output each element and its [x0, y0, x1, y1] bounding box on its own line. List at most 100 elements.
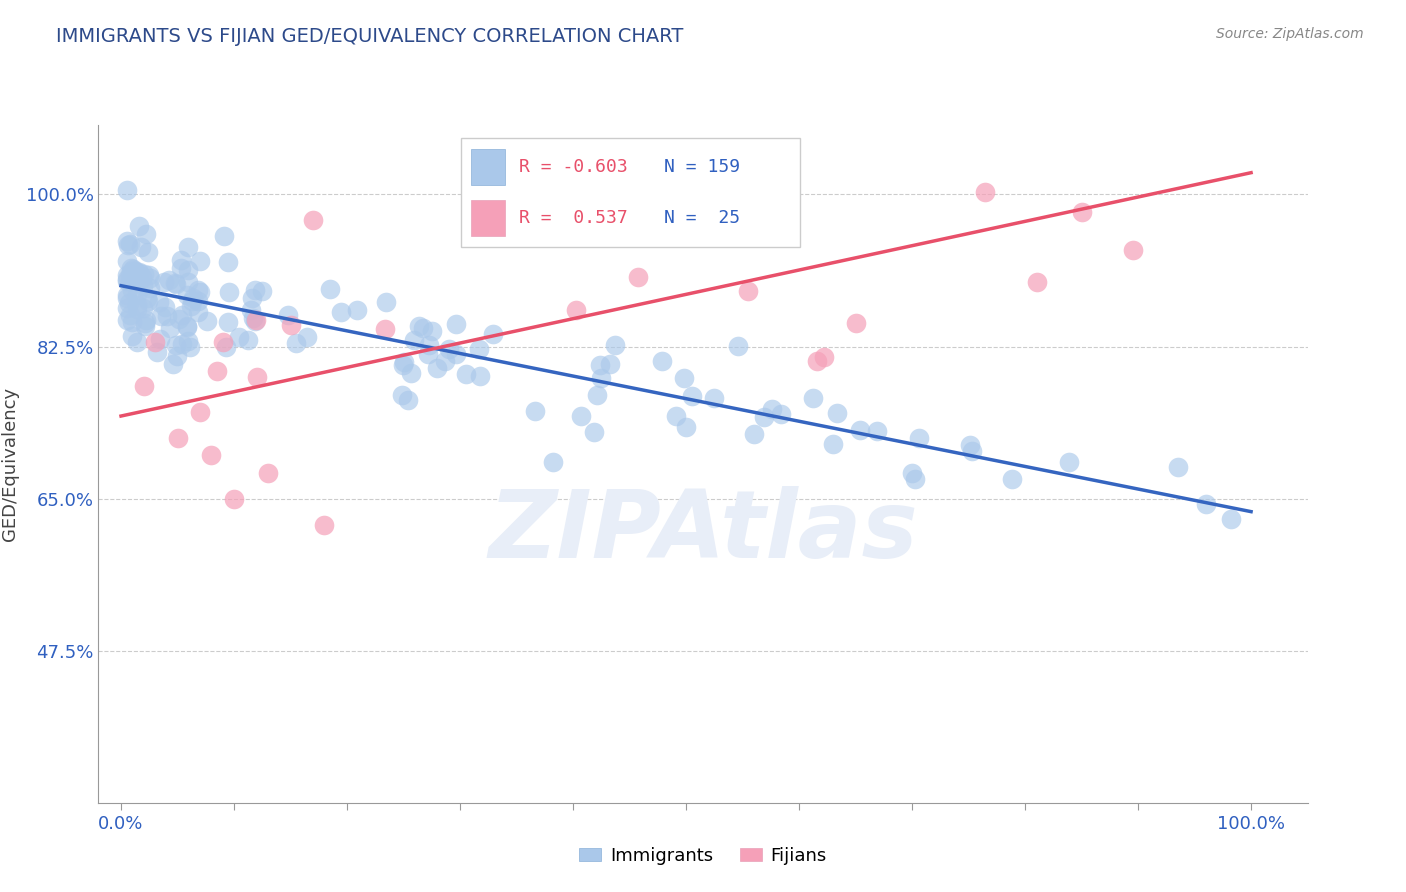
Point [599, 357, 621, 371]
Point [132, 301, 155, 316]
Point [127, 269, 149, 284]
Point [217, 254, 239, 268]
Point [589, 371, 612, 385]
Point [117, 237, 139, 252]
Point [128, 219, 150, 234]
Point [115, 183, 138, 197]
Point [673, 370, 696, 384]
Point [217, 315, 239, 329]
Point [115, 274, 138, 288]
Point [1195, 497, 1218, 511]
Point [153, 275, 176, 289]
Point [187, 305, 209, 319]
Point [742, 427, 765, 442]
Point [246, 370, 269, 384]
Legend: Immigrants, Fijians: Immigrants, Fijians [572, 839, 834, 871]
Point [280, 318, 302, 332]
Point [115, 301, 138, 315]
Point [118, 296, 141, 310]
Point [651, 353, 673, 368]
Point [169, 312, 191, 326]
Point [143, 335, 166, 350]
Point [482, 326, 505, 341]
Text: Source: ZipAtlas.com: Source: ZipAtlas.com [1216, 27, 1364, 41]
Point [132, 279, 155, 293]
Point [391, 388, 413, 402]
Point [157, 273, 180, 287]
Point [156, 309, 179, 323]
Point [806, 353, 828, 368]
Point [603, 338, 626, 352]
Point [166, 431, 188, 445]
Point [214, 340, 236, 354]
Point [115, 234, 138, 248]
Point [243, 283, 266, 297]
Point [569, 409, 592, 423]
Point [135, 227, 157, 241]
Point [115, 288, 138, 302]
Point [374, 322, 396, 336]
Point [188, 405, 211, 419]
Point [330, 305, 353, 319]
Point [177, 334, 200, 348]
Text: ZIPAtlas: ZIPAtlas [488, 485, 918, 578]
Point [169, 253, 191, 268]
Point [118, 275, 141, 289]
Point [134, 316, 156, 330]
Point [277, 309, 299, 323]
Point [131, 269, 153, 284]
Point [408, 319, 430, 334]
Point [145, 345, 167, 359]
Point [257, 466, 280, 480]
Point [302, 213, 325, 227]
Point [813, 350, 835, 364]
Point [176, 288, 198, 302]
Point [524, 403, 547, 417]
Point [200, 448, 222, 462]
Point [626, 269, 648, 284]
Point [159, 321, 181, 335]
Point [128, 266, 150, 280]
Point [1122, 243, 1144, 257]
Point [904, 472, 927, 486]
Point [761, 401, 783, 416]
Point [170, 308, 193, 322]
Point [177, 240, 200, 254]
Point [135, 291, 157, 305]
Point [169, 261, 191, 276]
Point [467, 342, 489, 356]
Point [128, 272, 150, 286]
Point [162, 357, 184, 371]
Point [318, 282, 340, 296]
Point [240, 291, 263, 305]
Point [959, 437, 981, 451]
Point [418, 338, 440, 352]
Point [392, 355, 415, 369]
Point [420, 324, 443, 338]
Point [973, 185, 995, 199]
Point [214, 229, 236, 244]
Point [121, 263, 143, 277]
Point [139, 281, 162, 295]
Point [124, 264, 146, 278]
Point [176, 319, 198, 334]
Point [120, 308, 142, 322]
Point [121, 329, 143, 343]
Point [454, 367, 477, 381]
Point [165, 338, 187, 352]
Y-axis label: GED/Equivalency: GED/Equivalency [0, 387, 18, 541]
Point [177, 263, 200, 277]
Point [396, 393, 419, 408]
Point [195, 314, 218, 328]
Point [703, 391, 725, 405]
Point [1167, 459, 1189, 474]
Point [139, 270, 162, 285]
Point [222, 491, 245, 506]
Point [121, 284, 143, 298]
Point [166, 349, 188, 363]
Point [412, 320, 434, 334]
Point [737, 284, 759, 298]
Point [165, 276, 187, 290]
Point [314, 517, 336, 532]
Point [565, 302, 588, 317]
